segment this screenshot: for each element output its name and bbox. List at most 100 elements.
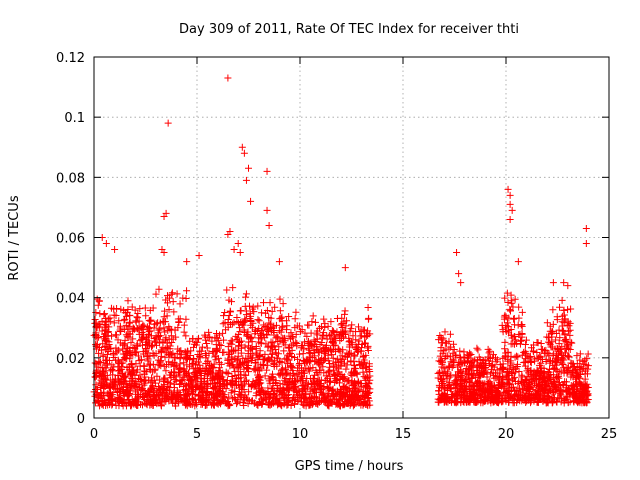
data-point	[259, 397, 267, 405]
data-point	[556, 390, 564, 398]
data-point	[366, 372, 374, 380]
data-point	[252, 328, 260, 336]
data-point	[564, 340, 572, 348]
data-point	[279, 300, 287, 308]
data-point	[534, 339, 542, 347]
data-point	[257, 389, 264, 397]
data-point	[91, 315, 99, 323]
data-point	[124, 297, 132, 305]
data-point	[121, 315, 129, 323]
data-point	[563, 393, 571, 401]
data-point	[142, 400, 150, 408]
data-point	[256, 347, 264, 355]
data-point	[499, 397, 507, 405]
data-point	[225, 393, 233, 401]
data-point	[171, 376, 179, 384]
data-point	[536, 369, 544, 377]
data-point	[183, 390, 191, 398]
data-point	[126, 348, 134, 356]
data-point	[147, 317, 155, 325]
data-point	[159, 384, 167, 392]
data-point	[542, 399, 550, 407]
data-point	[268, 307, 276, 315]
data-point	[270, 392, 278, 400]
data-point	[280, 347, 288, 355]
x-tick-label: 0	[90, 427, 98, 442]
data-point	[341, 359, 349, 367]
data-point	[438, 360, 446, 368]
data-point	[526, 352, 534, 360]
data-point	[561, 378, 569, 386]
data-point	[434, 369, 442, 377]
data-point	[219, 348, 227, 356]
data-point	[186, 376, 194, 384]
data-point	[341, 264, 349, 272]
data-point	[111, 375, 119, 383]
data-point	[264, 324, 272, 332]
data-point	[461, 368, 469, 376]
data-point	[99, 352, 107, 360]
data-point	[568, 385, 576, 393]
data-point	[347, 370, 355, 378]
chart-title: Day 309 of 2011, Rate Of TEC Index for r…	[179, 22, 519, 37]
data-point	[240, 396, 248, 404]
data-point	[524, 357, 532, 365]
data-point	[574, 398, 582, 406]
data-point	[493, 373, 501, 381]
data-point	[300, 394, 308, 402]
data-point	[510, 333, 518, 341]
data-point	[130, 325, 138, 333]
data-point	[149, 349, 157, 357]
data-point	[572, 374, 580, 382]
data-point	[506, 305, 514, 313]
data-point	[217, 398, 225, 406]
data-point	[232, 332, 240, 340]
data-point	[152, 393, 160, 401]
data-point	[328, 327, 336, 335]
data-point	[129, 367, 137, 375]
data-point	[160, 249, 168, 257]
data-point	[166, 387, 174, 395]
data-point	[515, 368, 523, 376]
data-point	[556, 303, 564, 311]
data-point	[469, 386, 477, 394]
data-point	[229, 347, 237, 355]
data-point	[150, 335, 158, 342]
data-point	[329, 354, 337, 362]
data-point	[480, 369, 488, 377]
data-point	[499, 365, 507, 373]
data-point	[173, 350, 181, 358]
data-point	[293, 388, 301, 396]
data-point	[186, 337, 194, 345]
data-point	[94, 363, 102, 371]
data-point	[448, 392, 456, 400]
data-point	[284, 391, 292, 399]
data-point	[201, 367, 209, 375]
data-point	[171, 326, 179, 334]
data-point	[121, 373, 129, 381]
data-point	[134, 314, 142, 322]
data-point	[485, 378, 493, 386]
x-tick-label: 15	[395, 427, 412, 442]
data-point	[224, 355, 232, 363]
data-point	[252, 345, 260, 353]
data-point	[161, 328, 169, 336]
data-point	[486, 383, 494, 391]
data-point	[144, 341, 152, 349]
data-point	[525, 376, 533, 384]
data-point	[289, 334, 297, 342]
data-point	[323, 378, 331, 386]
data-point	[165, 306, 173, 314]
data-point	[172, 333, 180, 341]
data-point	[228, 361, 236, 369]
data-point	[315, 376, 323, 384]
data-point	[576, 374, 584, 382]
data-point	[566, 345, 574, 353]
data-point	[323, 392, 331, 400]
data-point	[236, 328, 244, 336]
data-point	[495, 382, 503, 390]
data-point	[183, 287, 191, 295]
data-point	[197, 347, 205, 355]
data-point	[260, 362, 268, 370]
